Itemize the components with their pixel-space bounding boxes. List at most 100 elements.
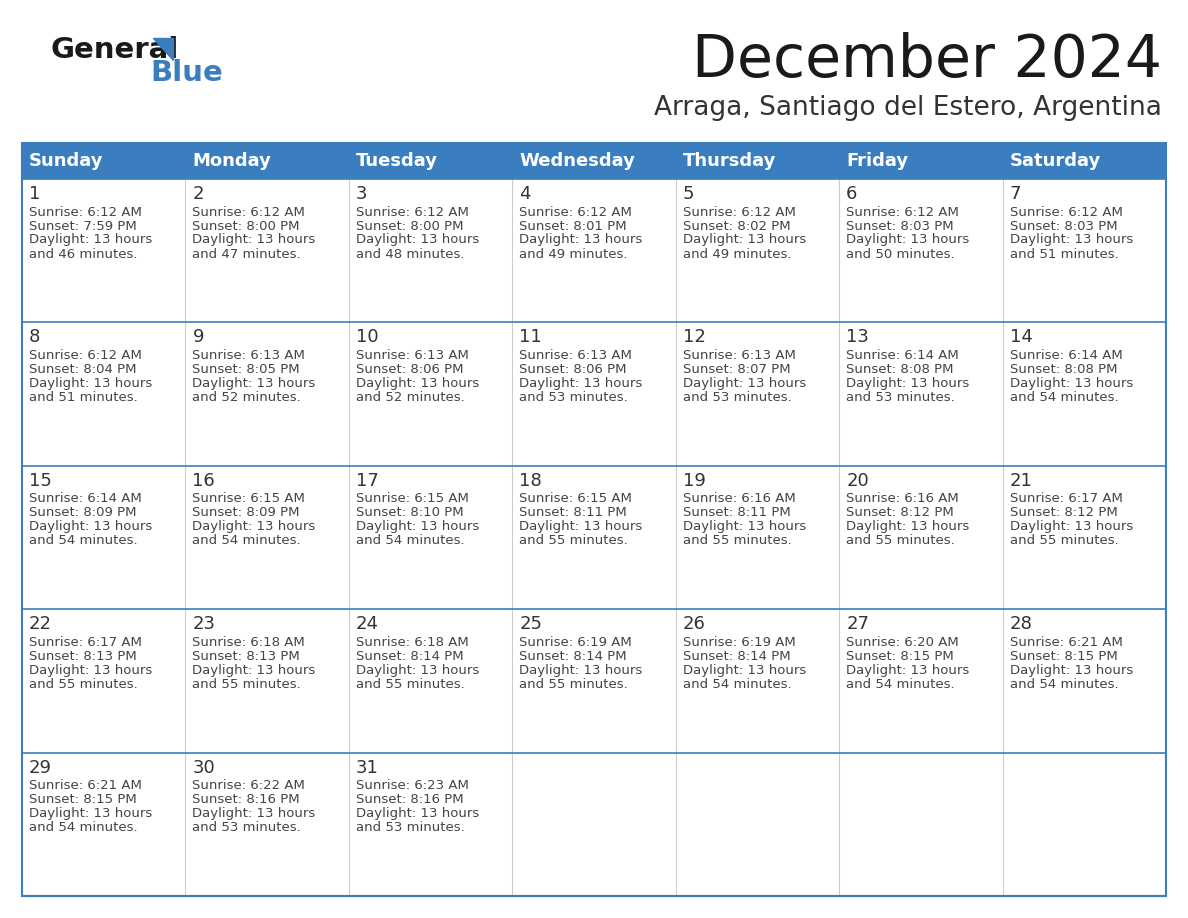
Text: and 50 minutes.: and 50 minutes.	[846, 248, 955, 261]
Text: Sunrise: 6:23 AM: Sunrise: 6:23 AM	[356, 779, 469, 792]
Text: Sunrise: 6:12 AM: Sunrise: 6:12 AM	[519, 206, 632, 218]
Text: Sunrise: 6:13 AM: Sunrise: 6:13 AM	[519, 349, 632, 362]
Text: Sunrise: 6:13 AM: Sunrise: 6:13 AM	[356, 349, 469, 362]
Text: Sunrise: 6:19 AM: Sunrise: 6:19 AM	[683, 635, 796, 649]
Text: Sunrise: 6:13 AM: Sunrise: 6:13 AM	[192, 349, 305, 362]
Text: Daylight: 13 hours: Daylight: 13 hours	[356, 521, 479, 533]
Text: Sunrise: 6:16 AM: Sunrise: 6:16 AM	[846, 492, 959, 505]
Text: and 51 minutes.: and 51 minutes.	[29, 391, 138, 404]
Text: Daylight: 13 hours: Daylight: 13 hours	[846, 233, 969, 247]
Text: 30: 30	[192, 758, 215, 777]
Text: Wednesday: Wednesday	[519, 152, 636, 170]
Text: Arraga, Santiago del Estero, Argentina: Arraga, Santiago del Estero, Argentina	[655, 95, 1162, 121]
Text: Sunset: 8:12 PM: Sunset: 8:12 PM	[1010, 507, 1118, 520]
Text: 14: 14	[1010, 329, 1032, 346]
Text: Daylight: 13 hours: Daylight: 13 hours	[1010, 664, 1133, 677]
Text: 16: 16	[192, 472, 215, 490]
Text: Sunset: 8:14 PM: Sunset: 8:14 PM	[683, 650, 790, 663]
Text: General: General	[50, 36, 178, 64]
Text: Blue: Blue	[150, 59, 223, 87]
Text: and 53 minutes.: and 53 minutes.	[683, 391, 791, 404]
Text: Sunrise: 6:21 AM: Sunrise: 6:21 AM	[29, 779, 141, 792]
Text: 19: 19	[683, 472, 706, 490]
Bar	[23, 143, 1165, 896]
Text: Sunrise: 6:16 AM: Sunrise: 6:16 AM	[683, 492, 796, 505]
Text: and 47 minutes.: and 47 minutes.	[192, 248, 301, 261]
Text: Sunset: 8:07 PM: Sunset: 8:07 PM	[683, 363, 790, 375]
Text: Sunset: 8:11 PM: Sunset: 8:11 PM	[683, 507, 790, 520]
Text: Saturday: Saturday	[1010, 152, 1101, 170]
Text: and 48 minutes.: and 48 minutes.	[356, 248, 465, 261]
Text: Daylight: 13 hours: Daylight: 13 hours	[1010, 521, 1133, 533]
Text: Daylight: 13 hours: Daylight: 13 hours	[683, 521, 805, 533]
Polygon shape	[153, 38, 173, 60]
Text: Sunset: 8:15 PM: Sunset: 8:15 PM	[846, 650, 954, 663]
Text: Sunrise: 6:13 AM: Sunrise: 6:13 AM	[683, 349, 796, 362]
Text: Sunrise: 6:12 AM: Sunrise: 6:12 AM	[29, 206, 141, 218]
Text: Daylight: 13 hours: Daylight: 13 hours	[356, 377, 479, 390]
Text: Daylight: 13 hours: Daylight: 13 hours	[29, 377, 152, 390]
Text: 5: 5	[683, 185, 694, 203]
Text: Sunday: Sunday	[29, 152, 103, 170]
Text: Daylight: 13 hours: Daylight: 13 hours	[1010, 233, 1133, 247]
Text: Sunset: 8:08 PM: Sunset: 8:08 PM	[1010, 363, 1117, 375]
Text: Sunset: 8:15 PM: Sunset: 8:15 PM	[29, 793, 137, 806]
Text: and 49 minutes.: and 49 minutes.	[519, 248, 627, 261]
Text: Sunset: 8:05 PM: Sunset: 8:05 PM	[192, 363, 301, 375]
Text: 29: 29	[29, 758, 52, 777]
Text: Sunrise: 6:22 AM: Sunrise: 6:22 AM	[192, 779, 305, 792]
Text: Sunset: 8:03 PM: Sunset: 8:03 PM	[846, 219, 954, 232]
Text: Sunset: 7:59 PM: Sunset: 7:59 PM	[29, 219, 137, 232]
Text: and 53 minutes.: and 53 minutes.	[356, 821, 465, 834]
Text: Daylight: 13 hours: Daylight: 13 hours	[519, 377, 643, 390]
Text: and 53 minutes.: and 53 minutes.	[519, 391, 628, 404]
Text: 28: 28	[1010, 615, 1032, 633]
Text: 4: 4	[519, 185, 531, 203]
Text: Sunset: 8:00 PM: Sunset: 8:00 PM	[192, 219, 299, 232]
Bar	[23, 143, 1165, 179]
Text: 2: 2	[192, 185, 204, 203]
Text: and 55 minutes.: and 55 minutes.	[356, 677, 465, 690]
Text: Daylight: 13 hours: Daylight: 13 hours	[683, 664, 805, 677]
Text: 17: 17	[356, 472, 379, 490]
Text: Sunset: 8:03 PM: Sunset: 8:03 PM	[1010, 219, 1117, 232]
Text: and 53 minutes.: and 53 minutes.	[846, 391, 955, 404]
Text: Daylight: 13 hours: Daylight: 13 hours	[29, 807, 152, 820]
Text: 25: 25	[519, 615, 542, 633]
Text: Sunset: 8:01 PM: Sunset: 8:01 PM	[519, 219, 627, 232]
Text: Sunset: 8:13 PM: Sunset: 8:13 PM	[192, 650, 301, 663]
Text: Sunrise: 6:12 AM: Sunrise: 6:12 AM	[683, 206, 796, 218]
Text: Sunrise: 6:12 AM: Sunrise: 6:12 AM	[29, 349, 141, 362]
Text: and 55 minutes.: and 55 minutes.	[519, 534, 628, 547]
Text: Daylight: 13 hours: Daylight: 13 hours	[192, 233, 316, 247]
Text: Sunrise: 6:20 AM: Sunrise: 6:20 AM	[846, 635, 959, 649]
Bar	[23, 322, 1165, 465]
Text: Sunset: 8:04 PM: Sunset: 8:04 PM	[29, 363, 137, 375]
Text: 18: 18	[519, 472, 542, 490]
Text: Sunrise: 6:14 AM: Sunrise: 6:14 AM	[1010, 349, 1123, 362]
Text: Sunrise: 6:18 AM: Sunrise: 6:18 AM	[356, 635, 468, 649]
Text: Sunrise: 6:12 AM: Sunrise: 6:12 AM	[356, 206, 469, 218]
Text: Thursday: Thursday	[683, 152, 776, 170]
Text: Sunset: 8:00 PM: Sunset: 8:00 PM	[356, 219, 463, 232]
Text: and 54 minutes.: and 54 minutes.	[29, 821, 138, 834]
Text: and 54 minutes.: and 54 minutes.	[846, 677, 955, 690]
Bar	[23, 610, 1165, 753]
Text: Sunrise: 6:12 AM: Sunrise: 6:12 AM	[1010, 206, 1123, 218]
Text: and 54 minutes.: and 54 minutes.	[356, 534, 465, 547]
Text: Sunset: 8:09 PM: Sunset: 8:09 PM	[29, 507, 137, 520]
Text: and 51 minutes.: and 51 minutes.	[1010, 248, 1118, 261]
Text: Sunset: 8:16 PM: Sunset: 8:16 PM	[356, 793, 463, 806]
Bar	[23, 465, 1165, 610]
Text: and 55 minutes.: and 55 minutes.	[1010, 534, 1118, 547]
Text: Sunrise: 6:19 AM: Sunrise: 6:19 AM	[519, 635, 632, 649]
Text: Daylight: 13 hours: Daylight: 13 hours	[29, 664, 152, 677]
Text: Sunrise: 6:15 AM: Sunrise: 6:15 AM	[356, 492, 469, 505]
Text: Sunset: 8:14 PM: Sunset: 8:14 PM	[356, 650, 463, 663]
Bar	[23, 753, 1165, 896]
Text: and 55 minutes.: and 55 minutes.	[683, 534, 791, 547]
Text: 27: 27	[846, 615, 870, 633]
Text: 24: 24	[356, 615, 379, 633]
Text: Sunrise: 6:17 AM: Sunrise: 6:17 AM	[1010, 492, 1123, 505]
Text: Monday: Monday	[192, 152, 271, 170]
